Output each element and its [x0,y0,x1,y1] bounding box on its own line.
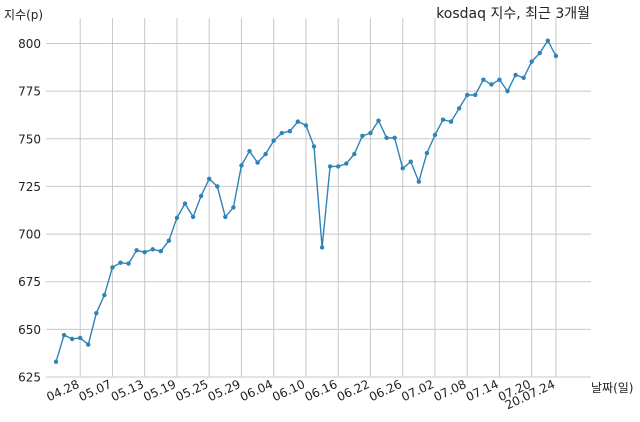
y-tick-label: 675 [18,275,41,289]
data-point [134,248,139,253]
y-tick-label: 700 [18,228,41,242]
x-tick-label: 05.29 [206,377,243,404]
x-tick-label: 06.26 [367,377,404,404]
data-point [529,59,534,64]
data-point [513,72,518,78]
data-point [327,164,333,169]
data-point [287,128,293,134]
data-point [497,77,502,82]
y-tick-label: 775 [18,85,41,99]
x-tick-label: 05.25 [173,377,210,404]
data-point [118,260,123,265]
x-tick-label: 04.28 [44,377,81,404]
y-axis-ticks: 625 650 675 700 725 750 775 800 [18,37,41,385]
data-point [142,249,147,255]
data-point [360,133,365,139]
data-point [344,161,349,166]
data-point [545,38,551,43]
data-point [166,238,172,243]
data-point [158,249,164,254]
data-point [368,130,373,136]
data-point [77,335,83,341]
x-tick-label: 07.14 [464,377,501,404]
y-tick-label: 625 [18,371,41,385]
data-point [392,135,397,141]
data-point [432,132,438,138]
series [53,38,559,364]
data-point [537,50,542,56]
data-point [400,166,405,171]
x-tick-label: 06.04 [238,377,275,404]
data-point [416,179,422,184]
y-tick-label: 650 [18,323,41,337]
data-point [69,336,75,342]
data-point [384,135,389,141]
x-axis-label: 날짜(일) [591,381,633,395]
data-point [473,92,478,98]
data-point [182,201,188,206]
data-point [448,119,454,124]
data-point [94,310,99,316]
data-point [376,118,381,123]
x-tick-label: 06.22 [335,377,372,404]
data-point [239,163,244,168]
data-point [247,148,252,154]
data-point [198,193,204,199]
data-point [150,247,155,252]
data-point [174,215,180,221]
data-point [319,245,325,250]
x-tick-label: 06.16 [302,377,339,404]
y-tick-label: 800 [18,37,41,51]
data-point [255,160,260,165]
x-tick-label: 05.19 [141,377,178,404]
data-point [303,123,309,128]
data-point [336,164,341,169]
x-tick-label: 07.02 [399,377,436,404]
y-tick-label: 750 [18,132,41,146]
data-point [456,106,462,111]
data-point [505,88,510,94]
data-point [126,261,131,266]
data-point [408,159,413,164]
data-point [53,359,59,364]
data-point [489,82,494,87]
data-point [553,53,559,59]
x-axis-ticks: 04.2805.0705.1305.1905.2505.2906.0406.10… [44,377,557,412]
data-point [206,176,212,182]
data-point [231,205,236,210]
data-point [61,332,67,338]
x-tick-label: 07.08 [431,377,468,404]
y-tick-label: 725 [18,180,41,194]
data-point [102,292,107,298]
data-point [311,144,317,149]
data-point [263,151,268,157]
data-point [465,92,470,98]
data-point [190,214,196,220]
data-point [481,77,486,82]
data-point [440,117,446,122]
data-point [271,138,276,143]
data-point [424,150,430,156]
data-point [521,75,526,81]
chart-title: kosdaq 지수, 최근 3개월 [436,6,590,22]
data-point [110,265,115,270]
x-tick-label: 05.13 [109,377,146,404]
data-point [295,119,301,124]
data-point [223,214,228,220]
x-tick-label: 06.10 [270,377,307,404]
grid [46,18,591,378]
x-tick-label: 05.07 [77,377,114,404]
data-point [279,130,284,136]
data-point [352,151,357,157]
data-point [86,342,91,347]
data-point [215,184,220,189]
y-axis-label: 지수(p) [4,8,43,22]
